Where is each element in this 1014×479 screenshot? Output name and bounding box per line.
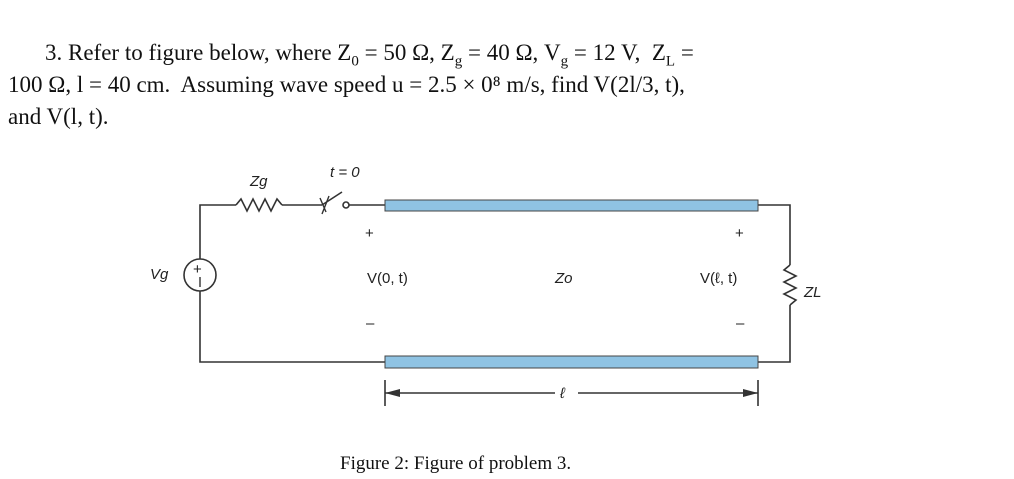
label: ZL	[803, 284, 822, 301]
label: Zo	[554, 270, 573, 287]
subscript: g	[560, 53, 569, 70]
text-run: = 12 V, Z	[568, 40, 666, 65]
subscript: 0	[351, 53, 359, 70]
wire	[199, 204, 236, 259]
subscript: g	[454, 53, 463, 70]
wire	[199, 291, 385, 363]
wire	[758, 305, 791, 363]
label: Zg	[249, 173, 268, 190]
text-run: 3. Refer to figure below, where Z	[45, 40, 352, 65]
transmission-line	[384, 199, 759, 212]
label: +	[365, 225, 374, 242]
label: ℓ	[559, 385, 566, 402]
problem-line: 100 Ω, l = 40 cm. Assuming wave speed u …	[8, 72, 685, 98]
arrow-head	[743, 389, 758, 397]
arrow-head	[385, 389, 400, 397]
figure-caption: Figure 2: Figure of problem 3.	[340, 453, 572, 474]
problem-line: 3. Refer to figure below, where Z0 = 50 …	[45, 40, 694, 71]
label: V(0, t)	[367, 270, 408, 287]
switch-mark	[319, 195, 330, 215]
label: t = 0	[330, 164, 360, 181]
problem-line: and V(l, t).	[8, 104, 109, 130]
text-run: 100 Ω, l = 40 cm. Assuming wave speed u …	[8, 72, 685, 97]
transmission-line	[384, 355, 759, 369]
load	[782, 264, 798, 306]
label: +	[735, 225, 744, 242]
label: –	[366, 315, 375, 332]
label: –	[736, 315, 745, 332]
resistor	[235, 197, 283, 213]
text-run: and V(l, t).	[8, 104, 109, 129]
label: Vg	[150, 266, 169, 283]
label: +	[193, 261, 202, 278]
label: V(ℓ, t)	[700, 270, 737, 287]
switch	[321, 191, 343, 206]
switch-contact	[342, 201, 350, 209]
subscript: L	[665, 53, 676, 70]
wire	[758, 204, 791, 265]
text-run: =	[675, 40, 694, 65]
text-run: = 40 Ω, V	[462, 40, 561, 65]
text-run: = 50 Ω, Z	[358, 40, 455, 65]
